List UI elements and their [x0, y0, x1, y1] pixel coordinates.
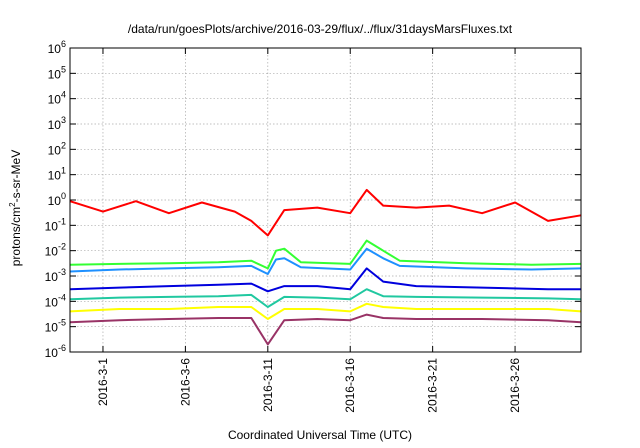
y-tick-exponent: -4	[58, 292, 66, 302]
y-tick-label: 10-2	[45, 242, 66, 259]
y-tick-base: 10	[48, 67, 62, 81]
grid	[70, 48, 581, 352]
y-ticks: 10-610-510-410-310-210-11001011021031041…	[45, 39, 581, 360]
y-tick-label: 10-1	[45, 216, 66, 233]
y-tick-label: 10-3	[45, 267, 66, 284]
series-line	[69, 313, 582, 346]
x-tick-label: 2016-3-11	[261, 358, 275, 412]
y-tick-label: 103	[48, 115, 66, 132]
series-line	[69, 267, 581, 293]
y-tick-base: 10	[45, 346, 59, 360]
y-tick-base: 10	[45, 295, 59, 309]
y-tick-exponent: -5	[58, 318, 66, 328]
x-axis-label: Coordinated Universal Time (UTC)	[227, 428, 413, 442]
series-layer	[69, 188, 582, 346]
y-tick-exponent: 0	[61, 191, 66, 201]
y-tick-exponent: 4	[61, 90, 66, 100]
y-tick-base: 10	[48, 42, 62, 56]
y-tick-base: 10	[45, 270, 59, 284]
y-tick-exponent: 2	[61, 140, 66, 150]
y-tick-label: 102	[48, 140, 66, 157]
series-line	[69, 188, 582, 237]
y-tick-base: 10	[48, 118, 62, 132]
y-tick-base: 10	[48, 143, 62, 157]
x-tick-label: 2016-3-21	[426, 358, 440, 413]
y-tick-base: 10	[45, 321, 59, 335]
y-tick-base: 10	[45, 245, 59, 259]
y-tick-label: 105	[48, 64, 66, 81]
y-tick-label: 104	[48, 90, 66, 107]
x-ticks: 2016-3-1 2016-3-6 2016-3-11 2016-3-16 2016-3…	[96, 48, 522, 413]
y-tick-label: 106	[48, 39, 66, 56]
y-tick-exponent: -3	[58, 267, 66, 277]
y-tick-exponent: 1	[61, 166, 66, 176]
y-tick-exponent: 5	[61, 64, 66, 74]
y-tick-label: 100	[48, 191, 66, 208]
y-tick-label: 10-5	[45, 318, 66, 335]
x-tick-label: 2016-3-26	[508, 358, 522, 413]
y-tick-label: 101	[48, 166, 66, 183]
chart-title: /data/run/goesPlots/archive/2016-03-29/f…	[127, 22, 513, 36]
y-tick-exponent: -6	[58, 343, 66, 353]
x-tick-label: 2016-3-1	[96, 358, 110, 406]
y-tick-exponent: -1	[58, 216, 66, 226]
y-tick-base: 10	[45, 219, 59, 233]
series-line	[69, 302, 582, 320]
y-tick-base: 10	[48, 169, 62, 183]
y-tick-label: 10-4	[45, 292, 66, 309]
x-tick-label: 2016-3-16	[343, 358, 357, 413]
y-tick-exponent: 3	[61, 115, 66, 125]
x-tick-label: 2016-3-6	[178, 358, 192, 406]
series-line	[69, 288, 582, 308]
series-line	[69, 239, 582, 270]
y-tick-label: 10-6	[45, 343, 66, 360]
y-tick-exponent: 6	[61, 39, 66, 49]
y-tick-base: 10	[48, 93, 62, 107]
y-tick-exponent: -2	[58, 242, 66, 252]
series-line	[69, 247, 582, 275]
y-tick-base: 10	[48, 194, 62, 208]
